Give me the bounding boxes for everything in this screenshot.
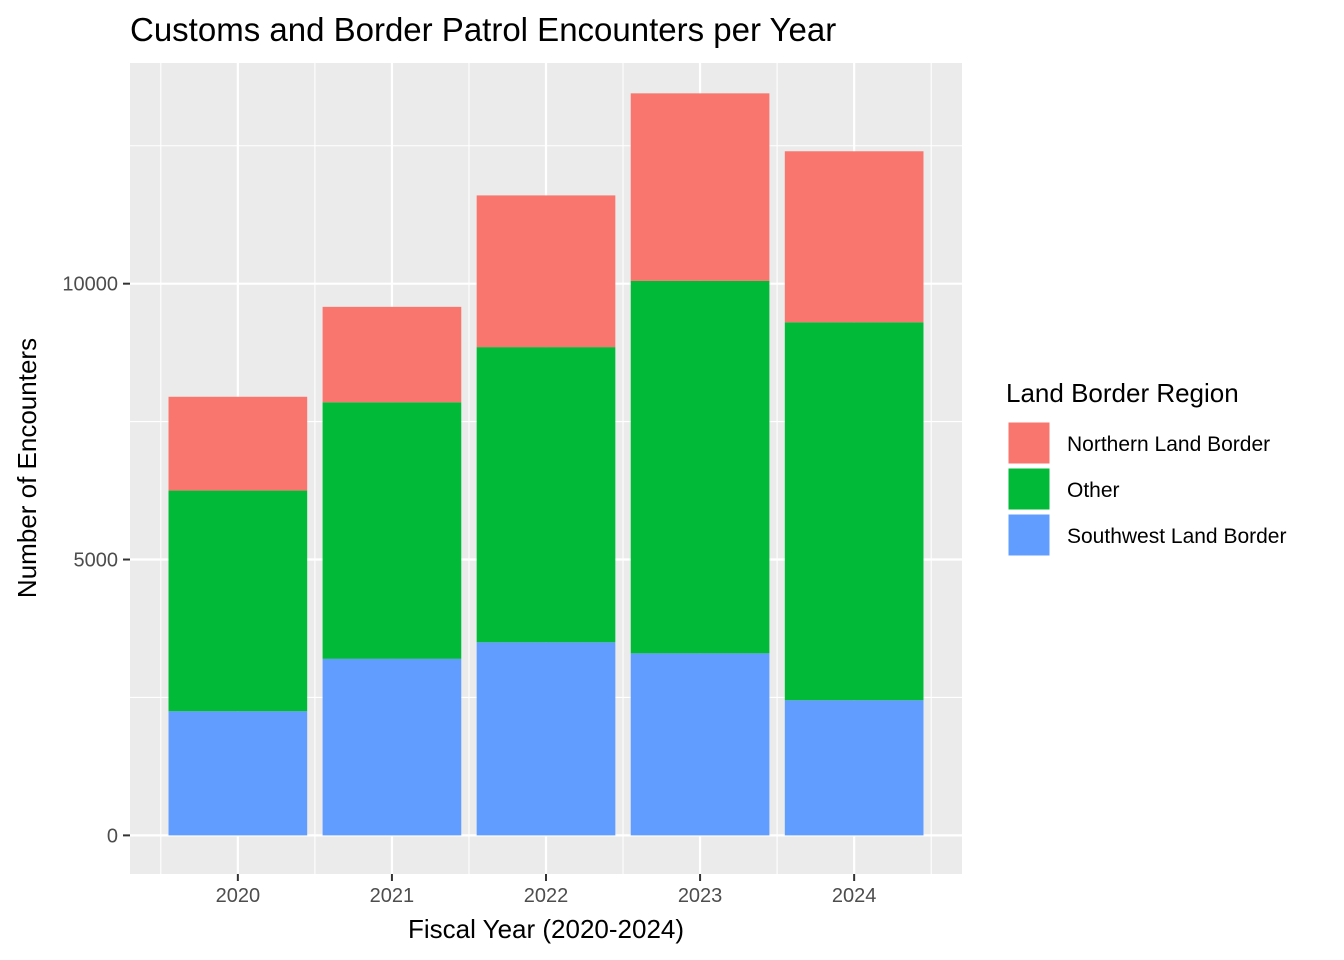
- y-tick-label: 5000: [74, 550, 119, 572]
- x-tick-label: 2021: [370, 885, 415, 907]
- legend-label: Other: [1067, 479, 1120, 502]
- legend-label: Southwest Land Border: [1067, 525, 1286, 548]
- legend-key: [1007, 467, 1051, 511]
- bar-other-2021: [322, 402, 462, 659]
- bar-other-2022: [476, 347, 616, 643]
- bar-northern-land-border-2024: [784, 151, 924, 323]
- x-tick-label: 2020: [216, 885, 261, 907]
- bar-northern-land-border-2022: [476, 195, 616, 348]
- bar-southwest-land-border-2020: [168, 711, 308, 836]
- x-axis: 2020 2021 2022 2023 2024: [216, 874, 877, 907]
- chart-title: Customs and Border Patrol Encounters per…: [130, 11, 836, 48]
- bar-northern-land-border-2021: [322, 306, 462, 403]
- y-tick-label: 10000: [62, 274, 118, 296]
- y-tick-label: 0: [107, 825, 118, 847]
- bar-southwest-land-border-2022: [476, 642, 616, 836]
- y-axis-title: Number of Encounters: [12, 338, 42, 598]
- x-tick-label: 2022: [524, 885, 569, 907]
- x-tick-label: 2023: [678, 885, 723, 907]
- bar-other-2023: [630, 280, 770, 654]
- bars-layer: [168, 93, 924, 836]
- bar-southwest-land-border-2024: [784, 700, 924, 836]
- bar-southwest-land-border-2021: [322, 658, 462, 836]
- bar-northern-land-border-2020: [168, 396, 308, 491]
- y-axis: 0 5000 10000: [62, 274, 130, 847]
- legend: Land Border Region Northern Land Border O…: [1006, 378, 1286, 557]
- legend-label: Northern Land Border: [1067, 433, 1270, 456]
- bar-southwest-land-border-2023: [630, 653, 770, 836]
- legend-key: [1007, 421, 1051, 465]
- legend-title: Land Border Region: [1006, 378, 1239, 408]
- legend-key: [1007, 513, 1051, 557]
- bar-other-2020: [168, 490, 308, 712]
- bar-northern-land-border-2023: [630, 93, 770, 281]
- x-tick-label: 2024: [832, 885, 877, 907]
- bar-other-2024: [784, 322, 924, 701]
- x-axis-title: Fiscal Year (2020-2024): [408, 914, 684, 944]
